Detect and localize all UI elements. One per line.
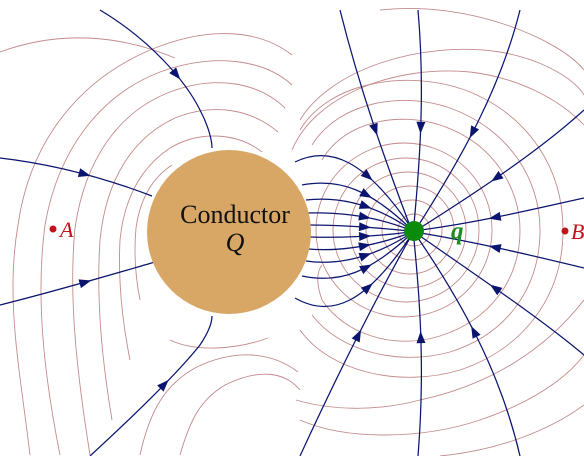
field-arrowhead bbox=[359, 188, 374, 202]
field-arrowhead bbox=[359, 231, 371, 241]
field-line bbox=[414, 10, 421, 224]
point-charge-dot bbox=[404, 221, 424, 241]
field-line bbox=[421, 198, 584, 230]
charge-equipotential-rings bbox=[296, 80, 584, 456]
equipotential-line bbox=[180, 374, 300, 455]
field-arrowhead bbox=[488, 212, 502, 223]
field-line bbox=[340, 10, 410, 226]
field-line bbox=[100, 10, 212, 148]
point-b: B bbox=[562, 219, 584, 244]
field-line bbox=[308, 233, 410, 250]
field-line bbox=[421, 233, 584, 268]
field-arrowhead bbox=[416, 331, 425, 343]
equipotential-line bbox=[380, 8, 584, 70]
field-line bbox=[0, 158, 152, 196]
equipotential-line bbox=[170, 338, 268, 348]
field-line bbox=[420, 236, 584, 355]
equipotential-line bbox=[440, 405, 584, 456]
field-arrowhead bbox=[79, 276, 93, 288]
point-a-dot bbox=[50, 226, 57, 233]
conductor-label: Conductor bbox=[180, 200, 290, 229]
field-line bbox=[308, 213, 410, 230]
point-b-dot bbox=[562, 228, 569, 235]
point-b-label: B bbox=[571, 219, 584, 244]
point-charge: q bbox=[404, 218, 464, 245]
field-arrowhead bbox=[359, 222, 372, 232]
field-arrowhead bbox=[369, 123, 381, 137]
equipotential-line bbox=[140, 355, 298, 455]
field-arrowhead bbox=[358, 249, 372, 261]
field-arrowhead bbox=[416, 122, 425, 134]
field-line bbox=[302, 183, 410, 228]
field-arrowhead bbox=[359, 261, 374, 275]
point-charge-label: q bbox=[451, 218, 464, 245]
conductor: Conductor Q bbox=[147, 150, 311, 314]
field-arrowhead bbox=[489, 171, 504, 185]
point-a: A bbox=[50, 217, 75, 242]
field-arrowhead bbox=[358, 240, 371, 251]
field-line bbox=[90, 316, 212, 456]
conductor-symbol: Q bbox=[226, 228, 245, 257]
equipotential-line bbox=[0, 38, 175, 58]
point-a-label: A bbox=[58, 217, 74, 242]
field-line bbox=[0, 262, 155, 305]
field-arrowhead bbox=[352, 328, 365, 343]
equipotential-line bbox=[300, 49, 584, 120]
field-arrowhead bbox=[467, 324, 480, 339]
